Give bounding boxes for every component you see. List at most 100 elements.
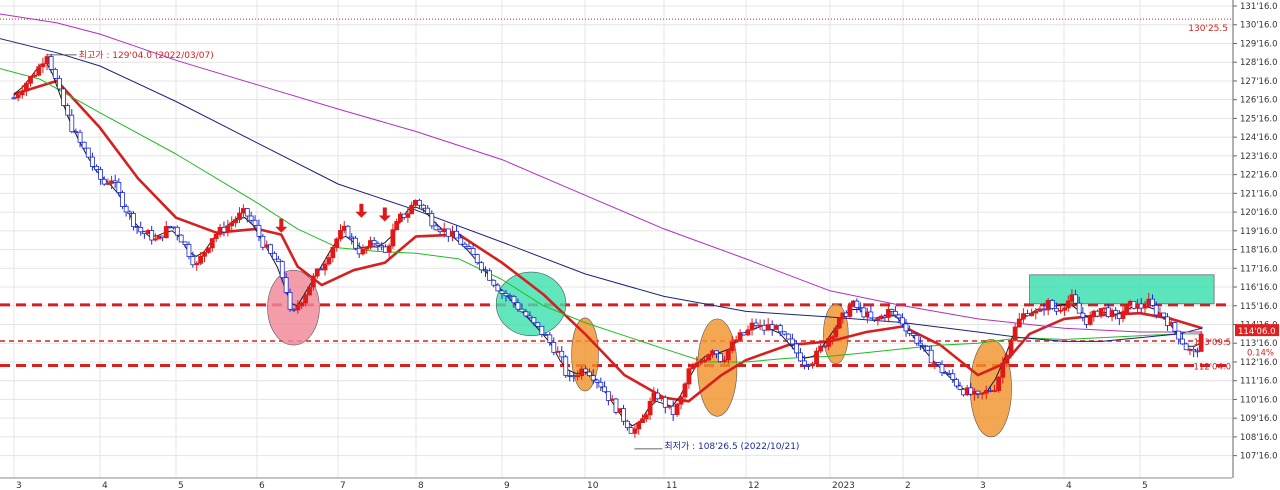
candle-body xyxy=(330,247,336,259)
y-tick-label: 119'16.0 xyxy=(1240,227,1278,237)
x-tick-label: 3 xyxy=(980,481,986,490)
candle-body xyxy=(217,226,223,235)
candle-body xyxy=(1172,322,1178,332)
y-tick-label: 130'16.0 xyxy=(1240,21,1278,31)
candle-body xyxy=(868,311,874,319)
candle-body xyxy=(248,215,254,221)
candle-body xyxy=(907,330,912,334)
candle-body xyxy=(605,391,611,401)
candle-body xyxy=(57,77,62,90)
candle-body xyxy=(1021,313,1026,320)
candle-body xyxy=(1165,316,1170,326)
candle-body xyxy=(495,284,501,292)
x-tick-label: 4 xyxy=(1066,481,1072,490)
candle-body xyxy=(632,428,638,434)
candle-body xyxy=(662,396,668,408)
candle-body xyxy=(571,375,577,378)
current-price-box xyxy=(1235,324,1279,337)
candle-body xyxy=(186,244,192,257)
candle-body xyxy=(371,240,377,245)
candle-body xyxy=(478,262,484,271)
candle-body xyxy=(466,246,472,249)
candle-body xyxy=(854,300,860,309)
candle-body xyxy=(19,90,25,96)
candle-body xyxy=(563,356,569,376)
y-tick-label: 131'16.0 xyxy=(1240,2,1278,12)
level-price-label: 113'09.5 xyxy=(1194,338,1232,348)
candle-body xyxy=(334,238,340,248)
candle-body xyxy=(818,345,823,352)
x-tick-label: 2023 xyxy=(832,481,855,490)
candle-body xyxy=(360,248,366,255)
x-tick-label: 5 xyxy=(1142,481,1148,490)
candle-body xyxy=(555,350,561,353)
candle-body xyxy=(299,302,305,307)
candle-body xyxy=(757,324,763,327)
candle-body xyxy=(1062,307,1068,311)
candle-body xyxy=(794,343,799,354)
candle-body xyxy=(375,243,381,246)
candle-body xyxy=(310,275,316,288)
candle-body xyxy=(149,230,155,241)
candle-body xyxy=(706,354,712,361)
candle-body xyxy=(1033,310,1039,314)
candle-body xyxy=(511,296,517,304)
candle-body xyxy=(237,212,242,220)
x-tick-label: 9 xyxy=(504,481,510,490)
candle-body xyxy=(1045,300,1051,311)
candle-body xyxy=(594,379,600,383)
level-price-label: 112'04.0 xyxy=(1194,363,1232,373)
candle-body xyxy=(386,245,392,253)
candle-body xyxy=(225,225,231,233)
candle-body xyxy=(295,305,301,311)
y-tick-label: 117'16.0 xyxy=(1240,264,1278,274)
candle-body xyxy=(543,333,549,336)
down-arrow-icon xyxy=(378,207,391,222)
candle-body xyxy=(710,350,715,356)
candle-body xyxy=(379,245,385,248)
candle-body xyxy=(773,325,779,330)
candle-body xyxy=(28,76,33,84)
highlight-ellipse xyxy=(697,318,738,417)
highlight-box xyxy=(1029,274,1215,305)
candle-body xyxy=(69,114,75,133)
candle-body xyxy=(590,375,596,381)
candle-body xyxy=(954,379,959,387)
candle-body xyxy=(1153,304,1159,316)
y-tick-label: 124'16.0 xyxy=(1240,133,1278,143)
candle-body xyxy=(44,56,50,65)
candle-body xyxy=(503,293,509,297)
candle-body xyxy=(437,229,443,233)
candle-body xyxy=(1198,333,1204,352)
candle-body xyxy=(798,352,803,362)
candle-body xyxy=(636,422,642,430)
candle-body xyxy=(725,350,731,361)
candle-body xyxy=(957,385,963,390)
candle-body xyxy=(213,234,219,239)
candle-body xyxy=(182,241,188,245)
candle-body xyxy=(1037,308,1043,312)
candle-body xyxy=(698,361,704,364)
candle-body xyxy=(23,82,29,92)
x-axis: 3 4 5 6 7 8 9 10 11 12 2023 2 3 4 5 xyxy=(0,477,1232,490)
candle-body xyxy=(523,311,529,317)
candle-body xyxy=(190,256,196,266)
candle-body xyxy=(936,362,941,365)
y-tick-label: 118'16.0 xyxy=(1240,246,1278,256)
candle-body xyxy=(450,230,455,237)
candle-body xyxy=(559,350,565,358)
candle-body xyxy=(287,292,293,310)
candle-body xyxy=(670,405,676,415)
candle-body xyxy=(749,322,755,331)
candle-body xyxy=(847,305,853,317)
candle-body xyxy=(470,248,476,255)
candle-body xyxy=(283,277,289,293)
candle-body xyxy=(587,371,592,377)
candle-body xyxy=(405,213,411,218)
signal-arrows xyxy=(275,203,391,233)
candle-body xyxy=(229,222,235,227)
candle-body xyxy=(474,254,480,264)
candle-body xyxy=(983,390,989,394)
candle-body xyxy=(1098,308,1104,317)
